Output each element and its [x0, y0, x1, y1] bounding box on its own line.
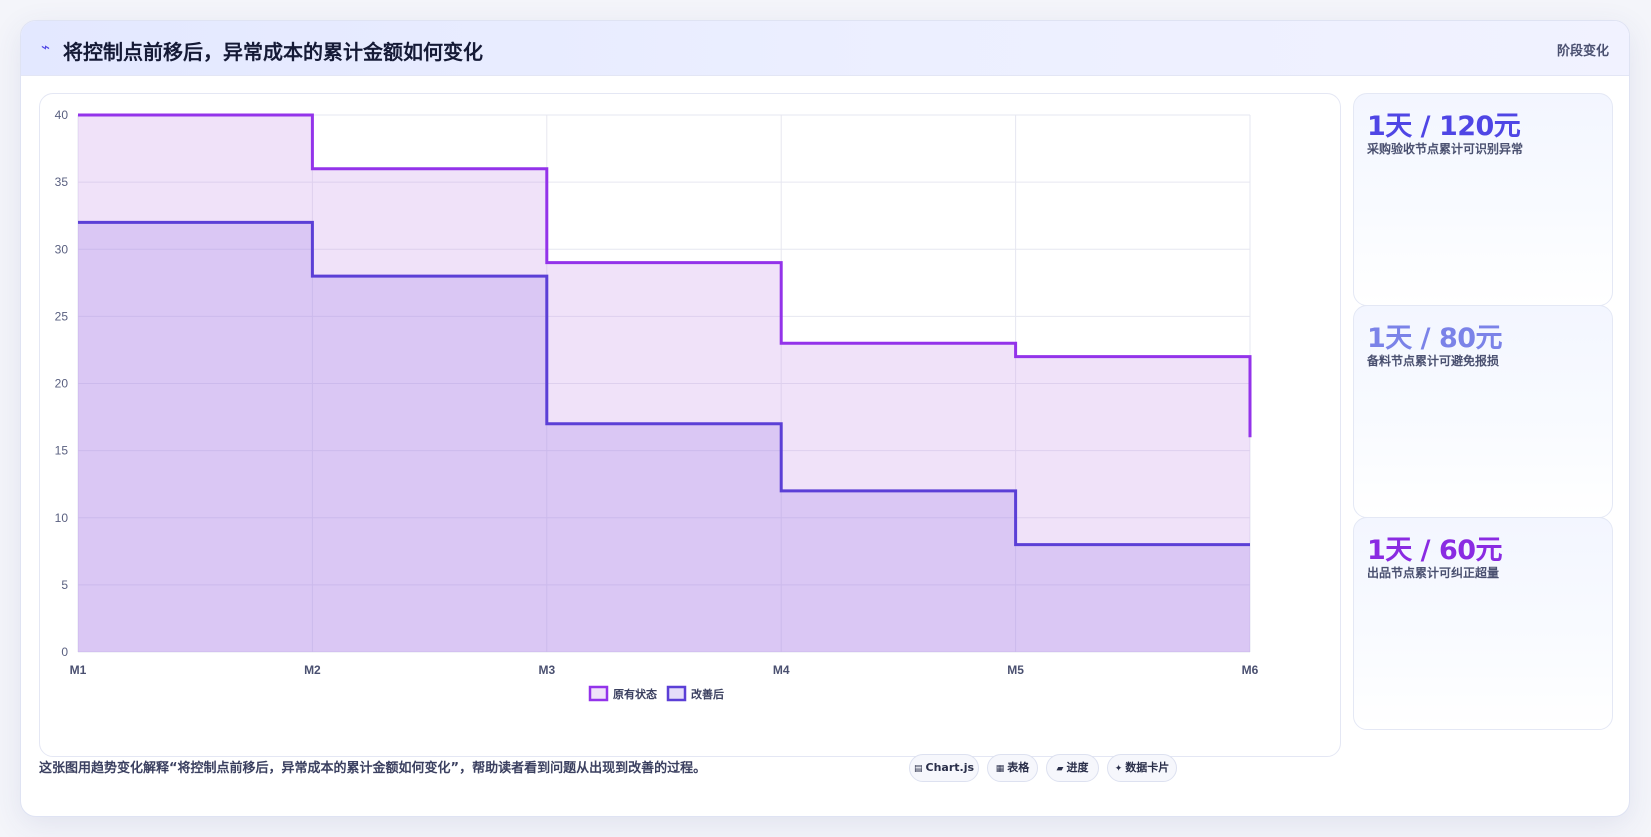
- stat-card-prep: 1天 / 80元 备料节点累计可避免报损: [1353, 305, 1613, 518]
- stat-value: 1天 / 60元: [1367, 535, 1503, 566]
- chip-data-card[interactable]: ✦ 数据卡片: [1107, 754, 1177, 782]
- table-icon: ▦: [995, 764, 1005, 774]
- legend-swatch-improved: [666, 685, 687, 702]
- legend-label: 原有状态: [613, 687, 657, 701]
- card-header: ⌁ 将控制点前移后，异常成本的累计金额如何变化 阶段变化: [21, 21, 1629, 76]
- chip-label: 表格: [1007, 761, 1030, 774]
- stat-card-inspection: 1天 / 120元 采购验收节点累计可识别异常: [1353, 93, 1613, 306]
- y-tick-label: 40: [55, 108, 69, 122]
- y-tick-label: 35: [55, 175, 69, 189]
- x-tick-label: M6: [1242, 663, 1259, 677]
- progress-icon: ▰: [1056, 764, 1064, 774]
- chart-panel: 0 5 10 15 20 25 30 35 40 M1 M2 M3 M4 M5 M6 原有状态 改善后: [39, 93, 1341, 757]
- page-title: 将控制点前移后，异常成本的累计金额如何变化: [63, 40, 483, 64]
- x-tick-label: M3: [538, 663, 555, 677]
- y-tick-label: 5: [61, 578, 68, 592]
- stat-desc: 备料节点累计可避免报损: [1367, 354, 1500, 368]
- series-line-original: [78, 113, 1252, 438]
- y-tick-label: 15: [55, 444, 69, 458]
- dashboard-card: ⌁ 将控制点前移后，异常成本的累计金额如何变化 阶段变化 0 5 10 15 20 25 3…: [20, 20, 1630, 817]
- data-card-icon: ✦: [1114, 764, 1123, 774]
- x-tick-label: M2: [304, 663, 321, 677]
- stat-desc: 采购验收节点累计可识别异常: [1367, 142, 1524, 156]
- chip-chartjs[interactable]: ▤ Chart.js: [909, 754, 979, 782]
- x-tick-label: M4: [773, 663, 790, 677]
- chip-label: Chart.js: [925, 761, 975, 774]
- series-area-improved: [78, 222, 1250, 652]
- legend-label: 改善后: [691, 687, 724, 701]
- stage-change-tag: 阶段变化: [1556, 44, 1609, 59]
- stat-value: 1天 / 80元: [1367, 323, 1503, 354]
- chart-caption: 这张图用趋势变化解释“将控制点前移后，异常成本的累计金额如何变化”，帮助读者看到…: [39, 761, 707, 776]
- trend-icon: ⌁: [41, 38, 51, 56]
- x-tick-label: M1: [70, 663, 87, 677]
- chip-progress[interactable]: ▰ 进度: [1046, 754, 1099, 782]
- step-area-chart: 0 5 10 15 20 25 30 35 40 M1 M2 M3 M4 M5 M6 原有状态 改善后: [55, 108, 1259, 702]
- y-tick-label: 0: [61, 645, 68, 659]
- y-tick-label: 30: [55, 242, 69, 256]
- y-tick-label: 20: [55, 377, 69, 391]
- legend-swatch-original: [588, 685, 609, 702]
- x-tick-label: M5: [1007, 663, 1024, 677]
- stat-desc: 出品节点累计可纠正超量: [1367, 566, 1500, 580]
- stat-value: 1天 / 120元: [1367, 111, 1521, 142]
- chip-label: 数据卡片: [1125, 761, 1170, 774]
- series-line-improved: [78, 220, 1250, 547]
- chart-icon: ▤: [913, 764, 923, 774]
- y-tick-label: 10: [55, 511, 69, 525]
- y-tick-label: 25: [55, 309, 69, 323]
- stat-card-output: 1天 / 60元 出品节点累计可纠正超量: [1353, 517, 1613, 730]
- chip-table[interactable]: ▦ 表格: [987, 754, 1038, 782]
- chip-label: 进度: [1066, 761, 1089, 774]
- series-area-original: [78, 115, 1250, 652]
